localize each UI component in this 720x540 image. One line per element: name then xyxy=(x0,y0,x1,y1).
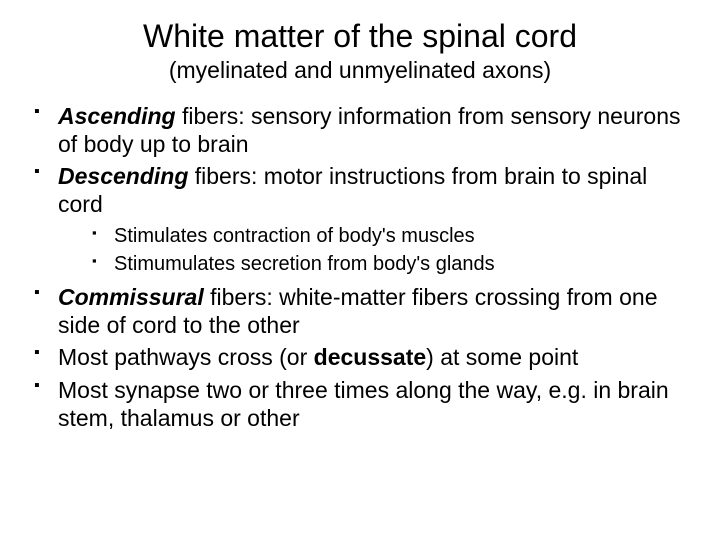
sub-bullet-item: Stimulates contraction of body's muscles xyxy=(58,224,692,250)
bullet-item: Commissural fibers: white-matter fibers … xyxy=(28,283,692,339)
sub-bullet-item: Stimumulates secretion from body's gland… xyxy=(58,252,692,278)
bullet-text: Most pathways cross (or xyxy=(58,344,314,370)
bullet-item: Descending fibers: motor instructions fr… xyxy=(28,162,692,277)
bullet-term: Descending xyxy=(58,163,188,189)
sub-bullet-list: Stimulates contraction of body's muscles… xyxy=(58,224,692,277)
bullet-text: ) at some point xyxy=(426,344,578,370)
bullet-term: Ascending xyxy=(58,103,176,129)
bullet-term: Commissural xyxy=(58,284,204,310)
slide-title: White matter of the spinal cord xyxy=(28,18,692,55)
bullet-list: Ascending fibers: sensory information fr… xyxy=(28,102,692,432)
bullet-bold: decussate xyxy=(314,344,427,370)
bullet-item: Ascending fibers: sensory information fr… xyxy=(28,102,692,158)
bullet-item: Most pathways cross (or decussate) at so… xyxy=(28,343,692,371)
bullet-item: Most synapse two or three times along th… xyxy=(28,376,692,432)
slide-subtitle: (myelinated and unmyelinated axons) xyxy=(28,57,692,84)
